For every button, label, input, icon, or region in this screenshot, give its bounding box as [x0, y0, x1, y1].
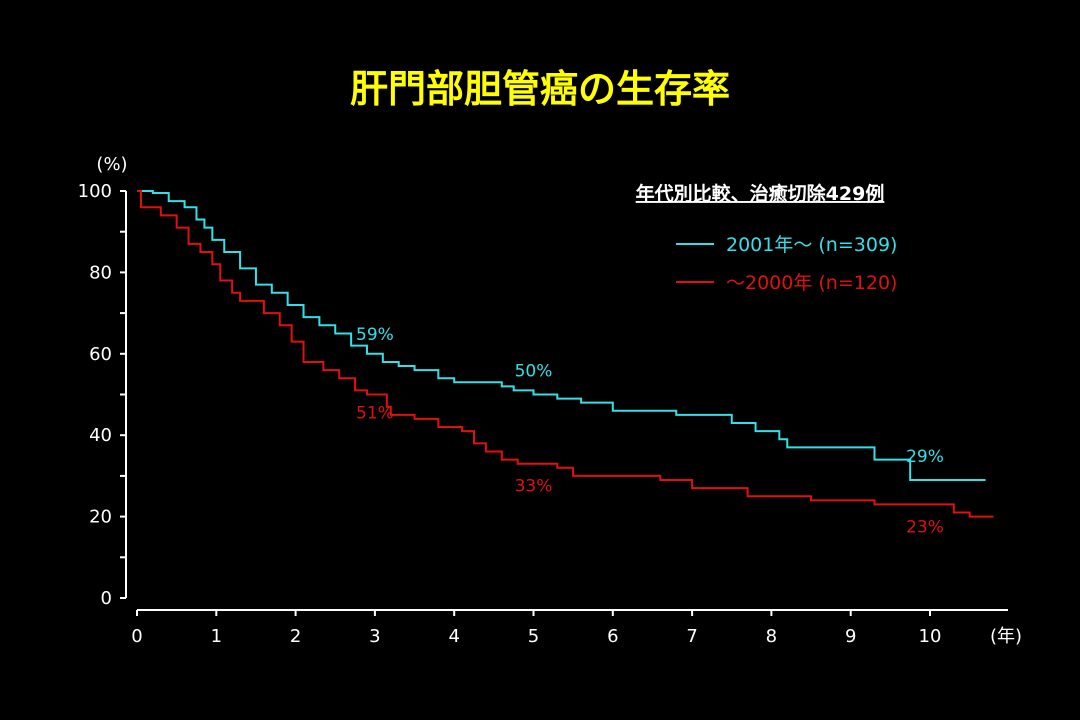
- data-label: 51%: [356, 403, 394, 423]
- x-tick-label: 6: [607, 626, 618, 647]
- x-tick-label: 3: [369, 626, 380, 647]
- x-tick-label: 8: [766, 626, 777, 647]
- y-tick-label: 80: [89, 262, 112, 283]
- data-label: 59%: [356, 325, 394, 345]
- page-title: 肝門部胆管癌の生存率: [349, 67, 730, 111]
- x-tick-label: 2: [290, 626, 301, 647]
- legend-label: 2001年～ (n=309): [726, 234, 897, 256]
- data-labels: 59% 50% 29% 51% 33% 23%: [356, 325, 944, 538]
- axes: 0 20 40 60 80 100 0 1 2 3 4 5 6 7 8 9 10: [78, 181, 1008, 647]
- y-tick-label: 20: [89, 507, 112, 528]
- chart-subtitle: 年代別比較、治癒切除429例: [636, 182, 885, 205]
- data-label: 33%: [515, 477, 553, 497]
- x-tick-label: 1: [211, 626, 222, 647]
- series-line-1: [137, 190, 986, 481]
- y-tick-label: 100: [78, 181, 112, 202]
- x-tick-label: 7: [686, 626, 697, 647]
- data-label: 23%: [906, 517, 944, 537]
- x-axis-label: (年): [990, 626, 1022, 647]
- y-tick-label: 60: [89, 344, 112, 365]
- x-tick-label: 9: [845, 626, 856, 647]
- x-tick-label: 5: [528, 626, 539, 647]
- data-label: 50%: [515, 362, 553, 382]
- legend-label: ～2000年 (n=120): [726, 272, 897, 294]
- data-label: 29%: [906, 447, 944, 467]
- x-tick-label: 10: [919, 626, 942, 647]
- series-line-2: [137, 190, 994, 518]
- legend: 2001年～ (n=309) ～2000年 (n=120): [676, 234, 897, 294]
- x-tick-label: 0: [131, 626, 142, 647]
- y-axis-label: (%): [96, 154, 127, 175]
- x-tick-label: 4: [448, 626, 459, 647]
- y-tick-label: 40: [89, 425, 112, 446]
- series-lines: [137, 190, 994, 518]
- y-tick-label: 0: [101, 588, 112, 609]
